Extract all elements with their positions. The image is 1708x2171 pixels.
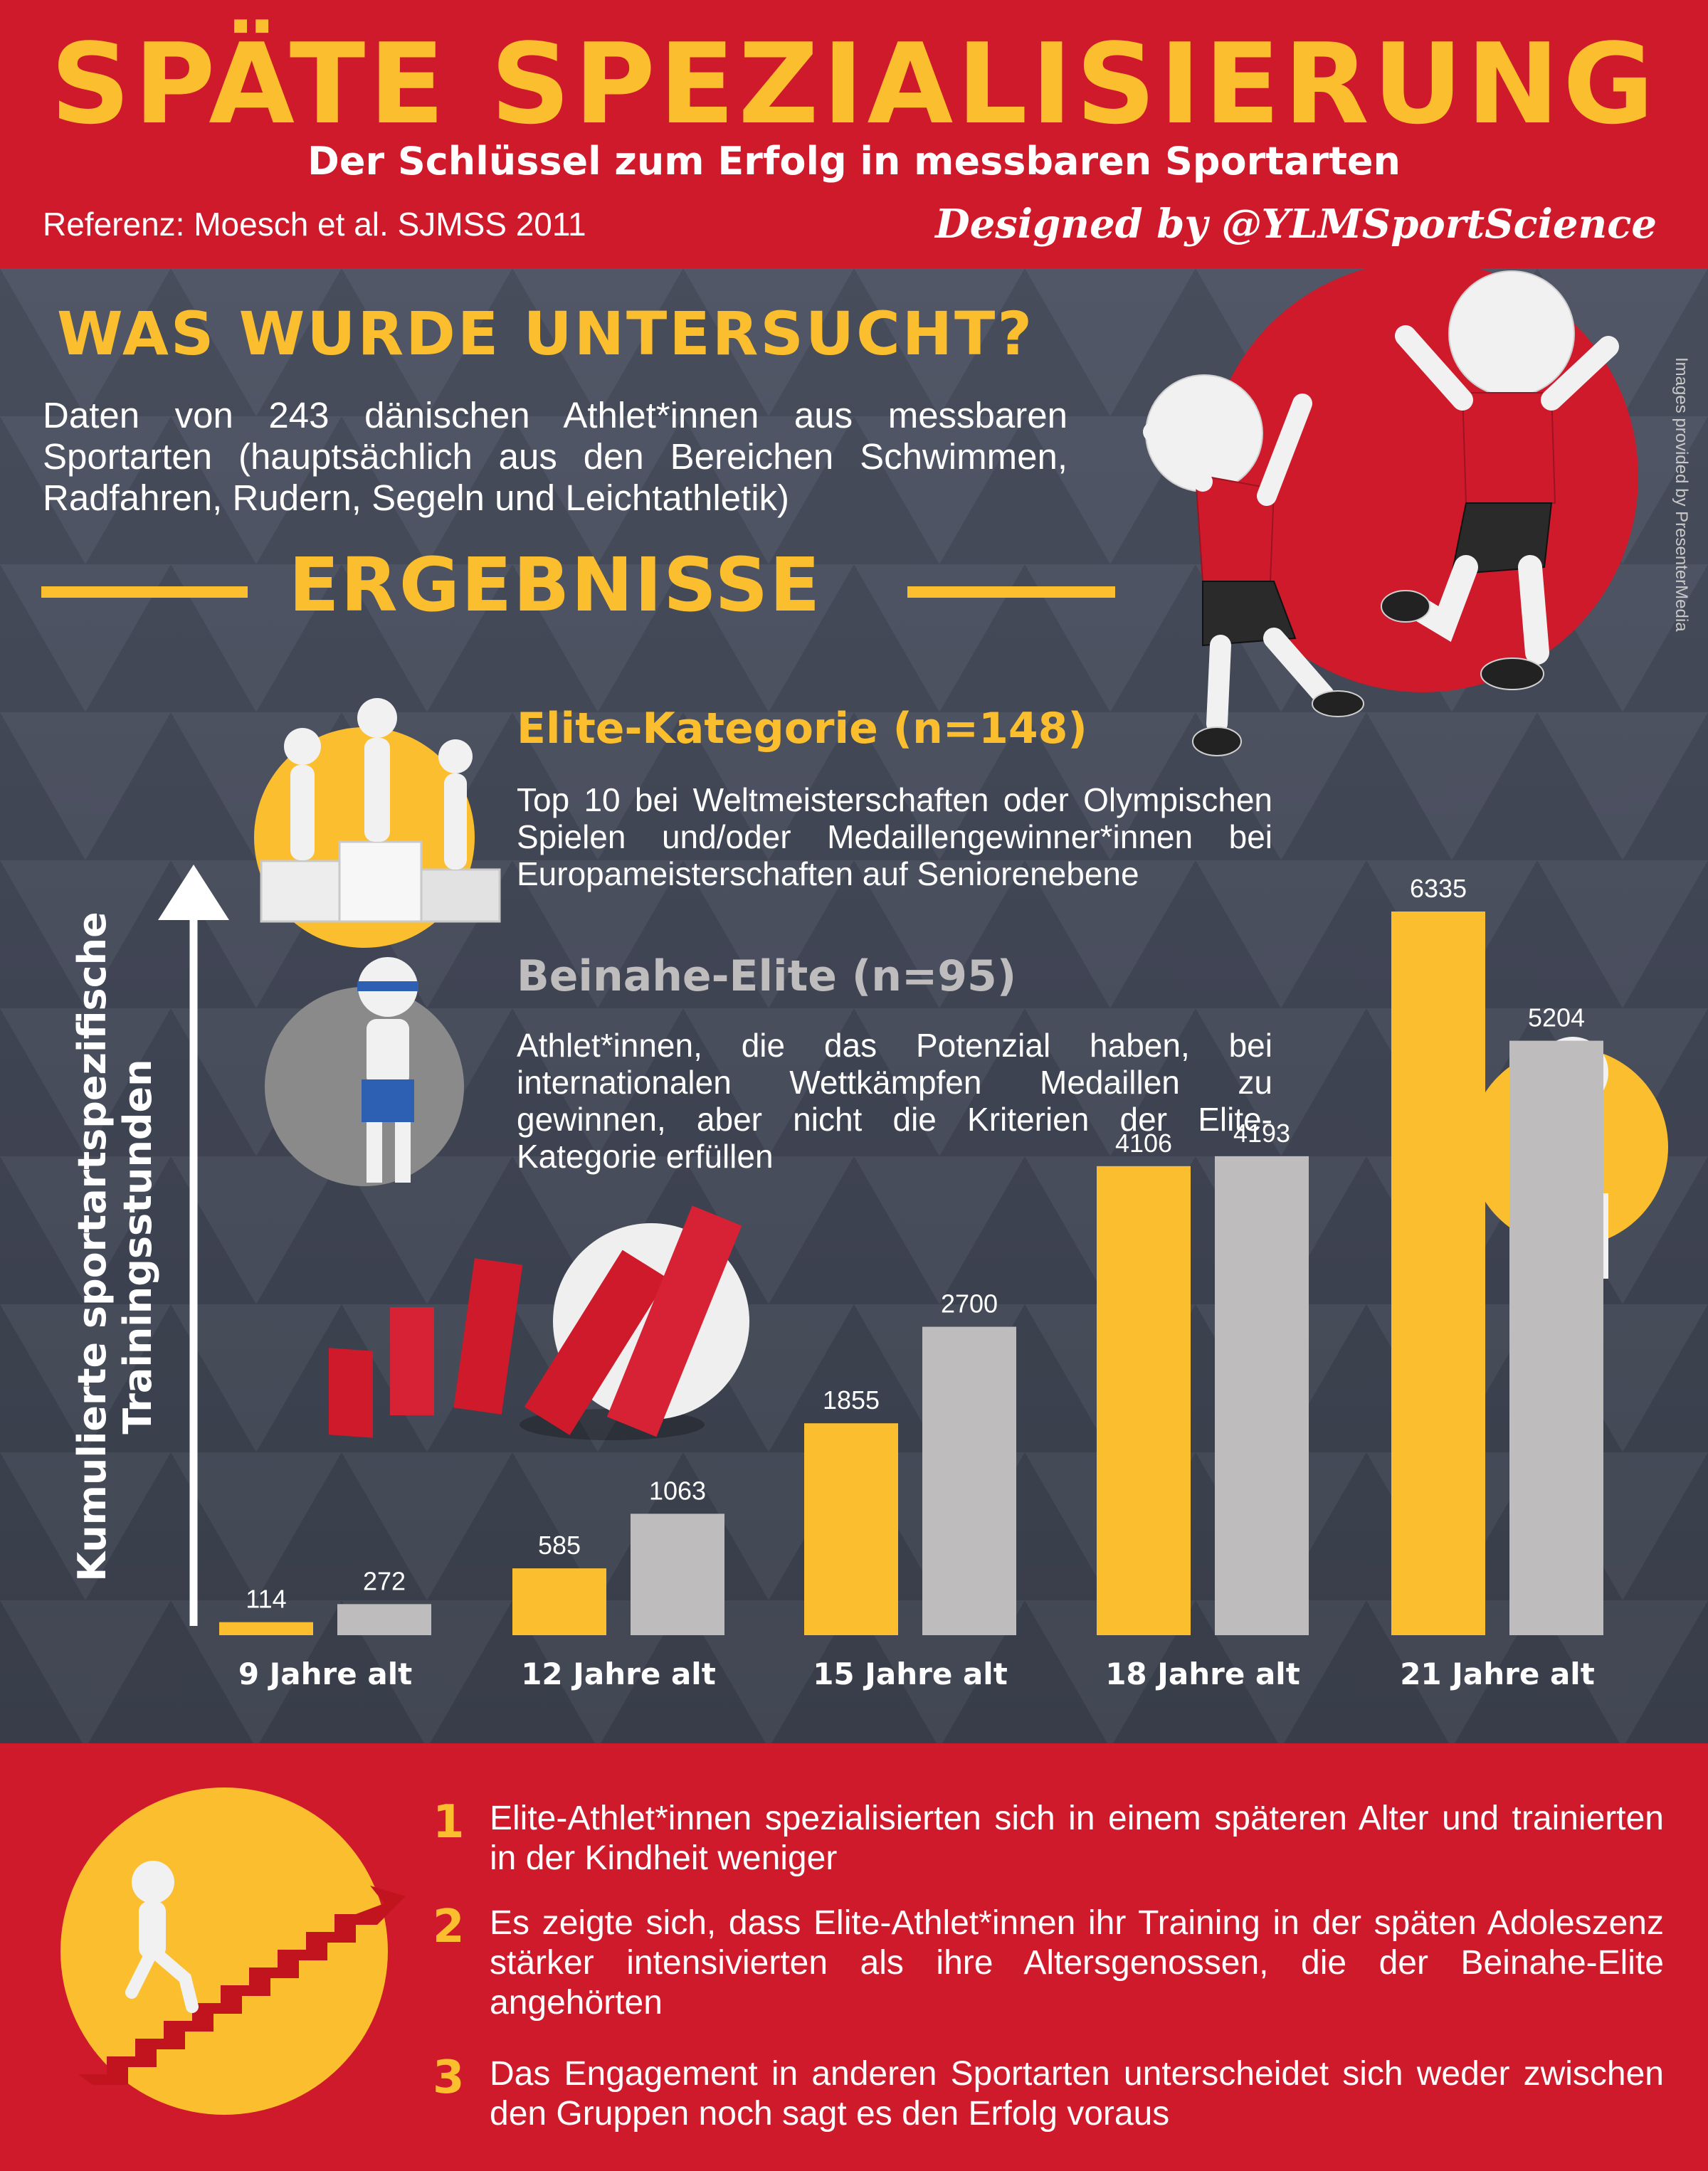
image-credit: Images provided by PresenterMedia <box>1672 357 1691 632</box>
results-section: WAS WURDE UNTERSUCHT? Daten von 243 däni… <box>0 268 1708 1743</box>
bar-elite-1 <box>512 1568 606 1635</box>
bar-elite-2 <box>804 1423 898 1635</box>
bar-elite-0 <box>219 1622 313 1635</box>
data-label: 2700 <box>941 1289 998 1319</box>
stairs-illustration <box>60 1787 406 2115</box>
heading-rule-left <box>41 586 248 598</box>
designer-credit: Designed by @YLMSportScience <box>935 201 1657 248</box>
jumping-figures-illustration <box>1143 268 1638 756</box>
data-label: 4193 <box>1233 1119 1290 1148</box>
conclusion-number: 3 <box>433 2051 465 2104</box>
x-tick-label: 9 Jahre alt <box>238 1657 412 1691</box>
data-label: 114 <box>246 1585 286 1614</box>
conclusion-text: Es zeigte sich, dass Elite-Athlet*innen … <box>490 1904 1664 2022</box>
legend-elite-description: Top 10 bei Weltmeisterschaften oder Olym… <box>517 781 1272 892</box>
conclusion-number: 1 <box>433 1796 465 1849</box>
page-subtitle: Der Schlüssel zum Erfolg in messbaren Sp… <box>307 139 1401 184</box>
bar-chart: Kumulierte sportartspezifische Trainings… <box>70 865 1603 1691</box>
data-label: 1063 <box>649 1476 706 1505</box>
study-description: Daten von 243 dänischen Athlet*innen aus… <box>43 395 1068 518</box>
athlete-icon <box>265 957 464 1186</box>
data-label: 6335 <box>1410 874 1467 903</box>
y-axis-label-line-2: Trainingsstunden <box>115 1059 160 1434</box>
header-banner: SPÄTE SPEZIALISIERUNG Der Schlüssel zum … <box>0 0 1708 268</box>
legend-near-elite-description: Athlet*innen, die das Potenzial haben, b… <box>517 1027 1272 1175</box>
study-heading: WAS WURDE UNTERSUCHT? <box>57 299 1035 369</box>
x-tick-label: 15 Jahre alt <box>813 1657 1008 1691</box>
bar-elite-3 <box>1097 1166 1191 1635</box>
podium-icon <box>254 698 501 948</box>
reference-text: Referenz: Moesch et al. SJMSS 2011 <box>43 206 586 243</box>
falling-bars-icon <box>329 1205 749 1440</box>
data-label: 272 <box>363 1566 406 1595</box>
data-label: 5204 <box>1528 1003 1585 1032</box>
legend-near-elite-title: Beinahe-Elite (n=95) <box>517 951 1017 1001</box>
page-title: SPÄTE SPEZIALISIERUNG <box>50 19 1658 149</box>
bar-near-elite-4 <box>1509 1040 1603 1635</box>
conclusion-text: Das Engagement in anderen Sportarten unt… <box>490 2055 1664 2133</box>
conclusions-section: 1 Elite-Athlet*innen spezialisierten sic… <box>0 1743 1708 2171</box>
bar-near-elite-3 <box>1215 1156 1309 1635</box>
data-label: 1855 <box>823 1385 880 1415</box>
chart-bars: 114 272 9 Jahre alt 585 1063 12 Jahre alt 1855… <box>219 874 1603 1691</box>
results-heading: ERGEBNISSE <box>288 542 822 628</box>
x-tick-label: 21 Jahre alt <box>1400 1657 1595 1691</box>
data-label: 4106 <box>1115 1129 1172 1158</box>
bar-near-elite-2 <box>922 1326 1016 1635</box>
data-label: 585 <box>538 1531 581 1560</box>
legend-elite-title: Elite-Kategorie (n=148) <box>517 704 1087 754</box>
conclusion-number: 2 <box>433 1901 465 1953</box>
conclusion-text: Elite-Athlet*innen spezialisierten sich … <box>490 1800 1664 1877</box>
bar-elite-4 <box>1391 912 1485 1635</box>
x-tick-label: 12 Jahre alt <box>521 1657 716 1691</box>
heading-rule-right <box>907 586 1115 598</box>
y-axis-arrow <box>158 865 229 1626</box>
bar-near-elite-1 <box>631 1514 724 1635</box>
y-axis-label-line-1: Kumulierte sportartspezifische <box>70 912 115 1581</box>
bar-near-elite-0 <box>337 1604 431 1635</box>
x-tick-label: 18 Jahre alt <box>1105 1657 1300 1691</box>
